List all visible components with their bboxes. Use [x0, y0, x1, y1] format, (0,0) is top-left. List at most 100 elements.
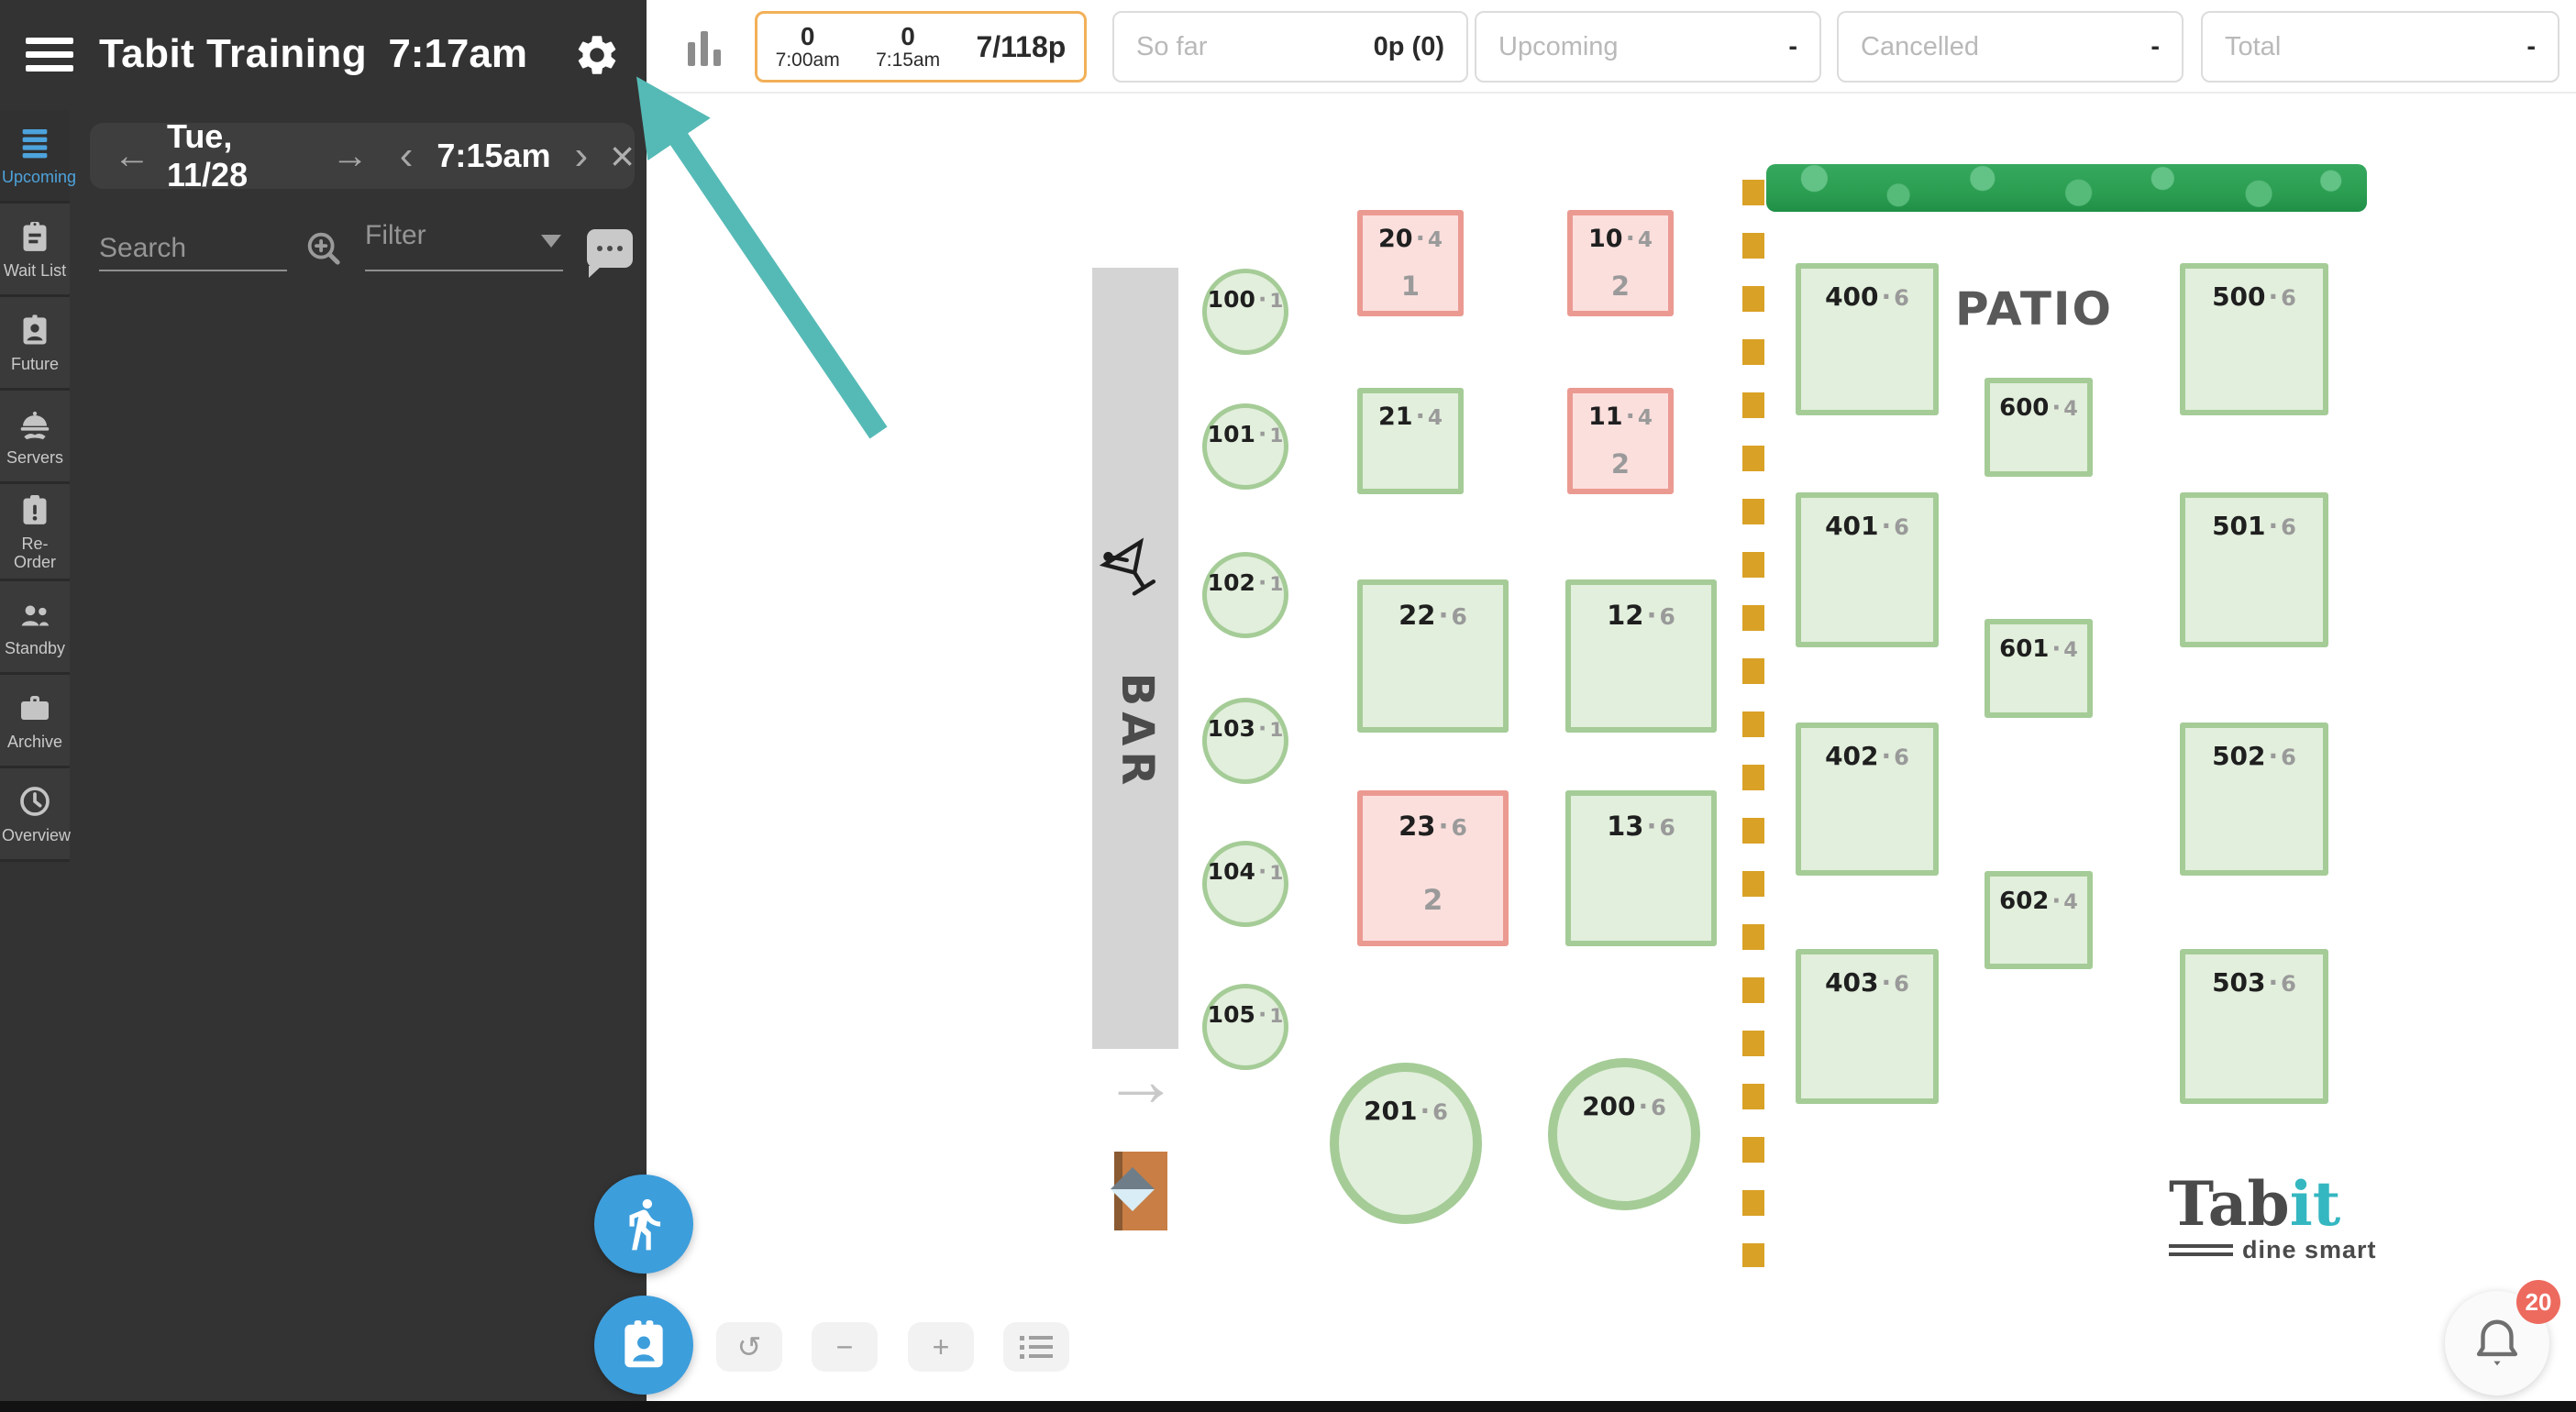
table-403[interactable]: 403 · 6 [1796, 949, 1939, 1104]
table-601[interactable]: 601 · 4 [1985, 619, 2093, 718]
sidebar-item-wait-list[interactable]: Wait List [0, 204, 70, 297]
slot-715: 0 7:15am [876, 22, 941, 71]
table-label: 11 · 4 [1588, 403, 1653, 431]
table-200[interactable]: 200 · 6 [1548, 1058, 1700, 1210]
table-401[interactable]: 401 · 6 [1796, 492, 1939, 647]
clipboard-alert-icon [23, 495, 47, 524]
bell-icon [2476, 1319, 2518, 1366]
tabit-logo: Tabit dine smart [2169, 1174, 2389, 1264]
table-402[interactable]: 402 · 6 [1796, 723, 1939, 876]
reset-view-button[interactable]: ↺ [716, 1322, 782, 1372]
covers-total: 7/118p [976, 29, 1067, 63]
list-icon [1020, 1335, 1053, 1359]
table-occupancy: 2 [1610, 270, 1631, 302]
reservation-button[interactable] [594, 1296, 693, 1395]
table-600[interactable]: 600 · 4 [1985, 378, 2093, 477]
chat-messages-icon[interactable] [587, 229, 633, 278]
prev-day-button[interactable]: ← [114, 136, 150, 176]
zoom-out-button[interactable]: − [812, 1322, 878, 1372]
table-21[interactable]: 21 · 4 [1357, 388, 1464, 494]
app-header: Tabit Training 7:17am [0, 0, 647, 108]
logo-text-dark: Tab [2169, 1168, 2290, 1240]
sidebar-item-upcoming[interactable]: Upcoming [0, 110, 76, 204]
filter-dropdown[interactable]: Filter [365, 220, 563, 271]
bar-area-label: BAR [1111, 672, 1163, 791]
sidebar-item-archive[interactable]: Archive [0, 675, 70, 769]
bar-counter [1092, 268, 1178, 1049]
table-10[interactable]: 10 · 4 2 [1567, 210, 1674, 316]
clock-icon [20, 787, 50, 817]
table-20[interactable]: 20 · 4 1 [1357, 210, 1464, 316]
reset-icon: ↺ [736, 1330, 762, 1363]
total-box[interactable]: Total - [2201, 11, 2559, 83]
table-201[interactable]: 201 · 6 [1330, 1063, 1482, 1224]
table-104[interactable]: 104 · 1 [1202, 841, 1288, 927]
zoom-in-button[interactable]: + [908, 1322, 974, 1372]
cancelled-box[interactable]: Cancelled - [1837, 11, 2184, 83]
people-icon [21, 605, 50, 626]
sidebar-item-standby[interactable]: Standby [0, 581, 70, 676]
table-13[interactable]: 13 · 6 [1565, 790, 1717, 946]
settings-gear-icon[interactable] [573, 31, 621, 79]
table-label: 10 · 4 [1588, 225, 1653, 253]
next-day-button[interactable]: → [331, 136, 369, 176]
table-23[interactable]: 23 · 6 2 [1357, 790, 1509, 946]
table-102[interactable]: 102 · 1 [1202, 552, 1288, 638]
table-503[interactable]: 503 · 6 [2180, 949, 2328, 1104]
table-400[interactable]: 400 · 6 [1796, 263, 1939, 415]
table-occupancy: 2 [1610, 448, 1631, 480]
table-label: 104 · 1 [1207, 858, 1284, 885]
selected-date[interactable]: Tue, 11/28 [167, 117, 249, 193]
time-slot-summary[interactable]: 0 7:00am 0 7:15am 7/118p [755, 11, 1087, 83]
upcoming-box[interactable]: Upcoming - [1475, 11, 1821, 83]
hedge-decoration [1766, 164, 2367, 212]
table-label: 500 · 6 [2212, 281, 2296, 312]
clipboard-icon [23, 221, 47, 251]
plus-icon: + [932, 1329, 950, 1363]
entrance-door-icon [1114, 1152, 1167, 1230]
table-500[interactable]: 500 · 6 [2180, 263, 2328, 415]
close-time-filter-button[interactable]: × [610, 132, 635, 180]
table-101[interactable]: 101 · 1 [1202, 403, 1288, 490]
walking-person-icon [629, 1198, 661, 1251]
sidebar-item-future[interactable]: Future [0, 297, 70, 391]
search-zoom-icon[interactable] [303, 227, 345, 270]
table-12[interactable]: 12 · 6 [1565, 579, 1717, 733]
cloche-icon [20, 411, 50, 440]
sidebar-item-overview[interactable]: Overview [0, 768, 71, 863]
so-far-box[interactable]: So far 0p (0) [1112, 11, 1468, 83]
table-label: 201 · 6 [1364, 1096, 1448, 1126]
search-input[interactable] [99, 227, 287, 271]
briefcase-icon [21, 696, 49, 721]
prev-time-button[interactable]: ‹ [399, 133, 414, 178]
sidebar: Tabit Training 7:17am Upcoming Wait List… [0, 0, 647, 1412]
person-badge-icon [23, 314, 47, 345]
table-label: 503 · 6 [2212, 967, 2296, 998]
table-label: 105 · 1 [1207, 1001, 1284, 1028]
contact-card-icon [625, 1320, 663, 1368]
bar-chart-icon[interactable] [688, 29, 732, 66]
table-label: 100 · 1 [1207, 286, 1284, 313]
table-label: 12 · 6 [1607, 600, 1675, 631]
logo-tagline: dine smart [2242, 1236, 2377, 1263]
selected-time[interactable]: 7:15am [437, 137, 551, 174]
next-time-button[interactable]: › [574, 133, 589, 178]
sidebar-item-servers[interactable]: Servers [0, 391, 70, 484]
table-501[interactable]: 501 · 6 [2180, 492, 2328, 647]
walk-in-button[interactable] [594, 1175, 693, 1274]
table-602[interactable]: 602 · 4 [1985, 871, 2093, 969]
table-label: 501 · 6 [2212, 511, 2296, 541]
table-103[interactable]: 103 · 1 [1202, 698, 1288, 784]
table-502[interactable]: 502 · 6 [2180, 723, 2328, 876]
table-105[interactable]: 105 · 1 [1202, 984, 1288, 1070]
table-11[interactable]: 11 · 4 2 [1567, 388, 1674, 494]
table-22[interactable]: 22 · 6 [1357, 579, 1509, 733]
table-label: 20 · 4 [1378, 225, 1443, 253]
table-occupancy: 2 [1422, 884, 1443, 917]
table-label: 402 · 6 [1825, 741, 1909, 771]
martini-icon [1091, 528, 1175, 612]
menu-icon[interactable] [26, 37, 73, 72]
sidebar-item-re-order[interactable]: Re-Order [0, 484, 70, 582]
table-100[interactable]: 100 · 1 [1202, 269, 1288, 355]
table-list-button[interactable] [1003, 1322, 1069, 1372]
